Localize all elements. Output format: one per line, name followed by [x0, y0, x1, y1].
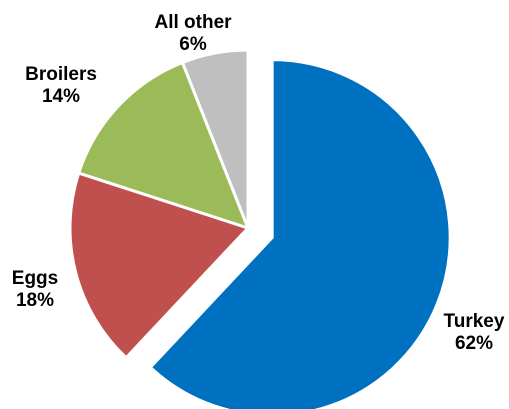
slice-value-eggs: 18% — [16, 290, 54, 311]
pie-slice-eggs — [68, 171, 251, 360]
slice-label-broilers: Broilers — [25, 64, 97, 85]
slice-label-all-other: All other — [154, 12, 232, 33]
pie-slice-all-other — [180, 48, 250, 229]
slice-label-turkey: Turkey — [444, 311, 505, 332]
pie-slice-broilers — [76, 60, 251, 231]
slice-value-turkey: 62% — [455, 333, 493, 354]
pie-slice-turkey — [148, 58, 452, 409]
slice-value-all-other: 6% — [179, 34, 207, 55]
slice-label-eggs: Eggs — [12, 268, 58, 289]
pie-slices — [68, 48, 452, 409]
slice-value-broilers: 14% — [42, 86, 80, 107]
